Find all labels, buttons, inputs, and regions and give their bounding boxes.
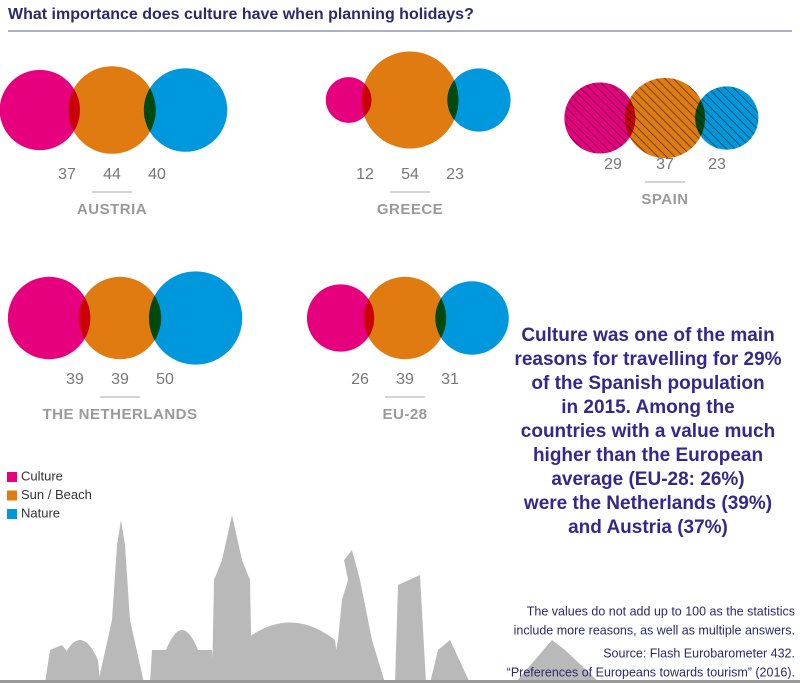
circle (68, 66, 156, 154)
value-label: 39 (396, 371, 414, 388)
circle (363, 276, 447, 360)
value-label: 39 (111, 371, 129, 388)
venn-group (306, 276, 509, 360)
value-label: 31 (441, 371, 459, 388)
venn-group (7, 271, 243, 365)
note: include more reasons, as well as multipl… (514, 623, 795, 637)
hatch (695, 86, 759, 150)
value-label: 12 (356, 166, 374, 183)
annotation: countries with a value much (521, 421, 775, 442)
category-label: EU-28 (382, 406, 427, 423)
category-label: SPAIN (641, 191, 688, 208)
venn-group (0, 66, 228, 154)
venn-group (325, 51, 511, 149)
legend-label: Nature (21, 505, 60, 520)
category-label: THE NETHERLANDS (42, 406, 197, 423)
value-label: 44 (103, 166, 121, 183)
note: The values do not add up to 100 as the s… (527, 604, 795, 618)
circle (7, 276, 91, 360)
circle (325, 77, 372, 123)
annotation: Culture was one of the main (521, 325, 774, 346)
landmarks (45, 515, 600, 683)
annotation: and Austria (37%) (568, 517, 728, 538)
circle (0, 69, 80, 151)
source: “Preferences of Europeans towards touris… (507, 665, 795, 679)
value-label: 23 (708, 156, 726, 173)
circle (435, 281, 509, 355)
circle (306, 284, 375, 352)
circle (148, 271, 243, 365)
venn-group (564, 77, 759, 159)
value-label: 39 (66, 371, 84, 388)
annotation: of the Spanish population (531, 373, 764, 394)
annotation: higher than the European (533, 445, 763, 466)
legend-swatch (7, 509, 17, 519)
source: Source: Flash Eurobarometer 432. (603, 646, 795, 660)
legend-label: Culture (21, 468, 63, 483)
annotation: reasons for travelling for 29% (514, 349, 781, 370)
chart-title: What importance does culture have when p… (8, 6, 474, 23)
circle (143, 68, 228, 152)
annotation: in 2015. Among the (561, 397, 735, 418)
value-label: 26 (351, 371, 369, 388)
value-label: 29 (604, 156, 622, 173)
value-label: 54 (401, 166, 419, 183)
circle (447, 68, 511, 132)
value-label: 37 (656, 156, 674, 173)
category-label: GREECE (377, 201, 443, 218)
circle (361, 51, 459, 149)
category-label: AUSTRIA (77, 201, 147, 218)
ground (0, 680, 800, 683)
legend-swatch (7, 490, 17, 501)
annotation: were the Netherlands (39%) (523, 493, 772, 514)
legend-label: Sun / Beach (21, 487, 92, 502)
legend-swatch (7, 472, 17, 482)
annotation: average (EU-28: 26%) (551, 469, 744, 490)
value-label: 23 (446, 166, 464, 183)
hatch (564, 82, 636, 154)
hatch (624, 77, 706, 159)
circle (78, 276, 162, 360)
value-label: 50 (156, 371, 174, 388)
value-label: 37 (58, 166, 76, 183)
value-label: 40 (148, 166, 166, 183)
